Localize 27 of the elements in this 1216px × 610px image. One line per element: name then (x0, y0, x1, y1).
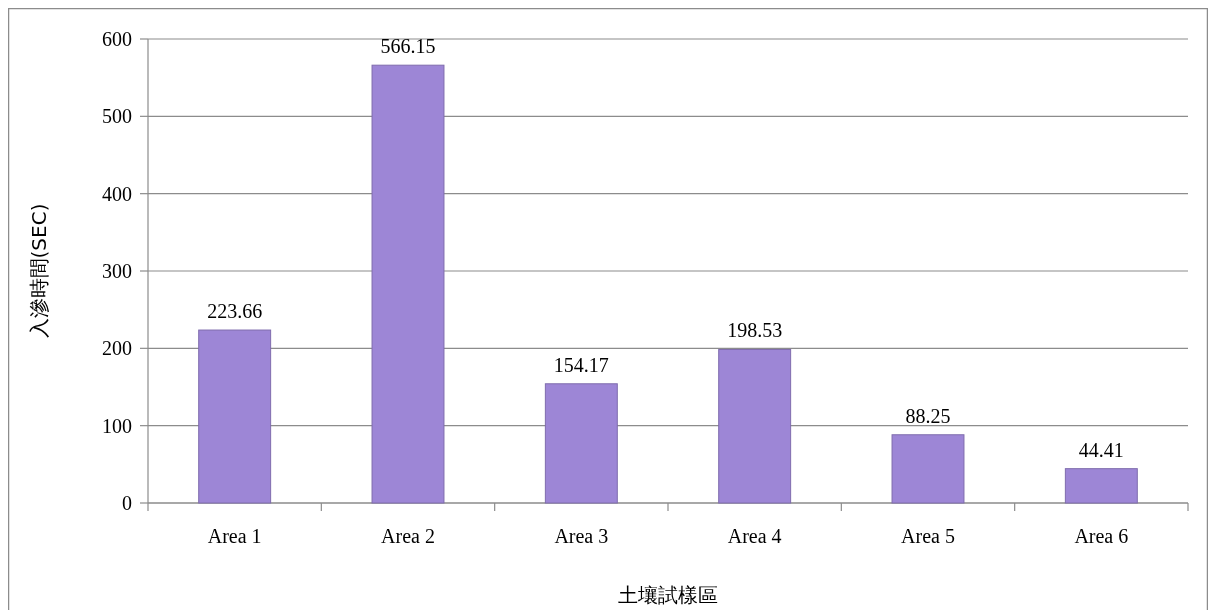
y-tick-label: 400 (102, 182, 132, 205)
x-tick-label: Area 2 (381, 525, 435, 547)
bar (198, 329, 272, 504)
bar (718, 348, 792, 504)
y-tick-label: 200 (102, 337, 132, 360)
data-label: 154.17 (553, 353, 609, 376)
x-tick-label: Area 4 (727, 525, 782, 547)
y-tick-label: 100 (102, 414, 132, 437)
x-tick-label: Area 1 (207, 525, 262, 547)
y-axis-title: 入滲時間(SEC) (27, 203, 51, 339)
bar (891, 434, 965, 504)
y-tick-label: 300 (102, 260, 132, 282)
bar (1064, 468, 1138, 504)
bar (371, 64, 445, 504)
x-axis-title: 土壤試樣區 (618, 583, 718, 607)
data-label: 198.53 (727, 319, 783, 342)
data-label: 44.41 (1078, 438, 1124, 461)
x-tick-label: Area 5 (901, 525, 955, 547)
data-label: 566.15 (380, 35, 436, 58)
y-tick-label: 500 (102, 105, 132, 128)
data-label: 88.25 (905, 404, 951, 427)
y-tick-label: 600 (102, 28, 132, 50)
x-tick-label: Area 6 (1074, 525, 1129, 547)
x-tick-label: Area 3 (554, 525, 609, 547)
y-tick-label: 0 (122, 492, 132, 514)
bar (544, 383, 618, 504)
data-label: 223.66 (207, 300, 263, 323)
